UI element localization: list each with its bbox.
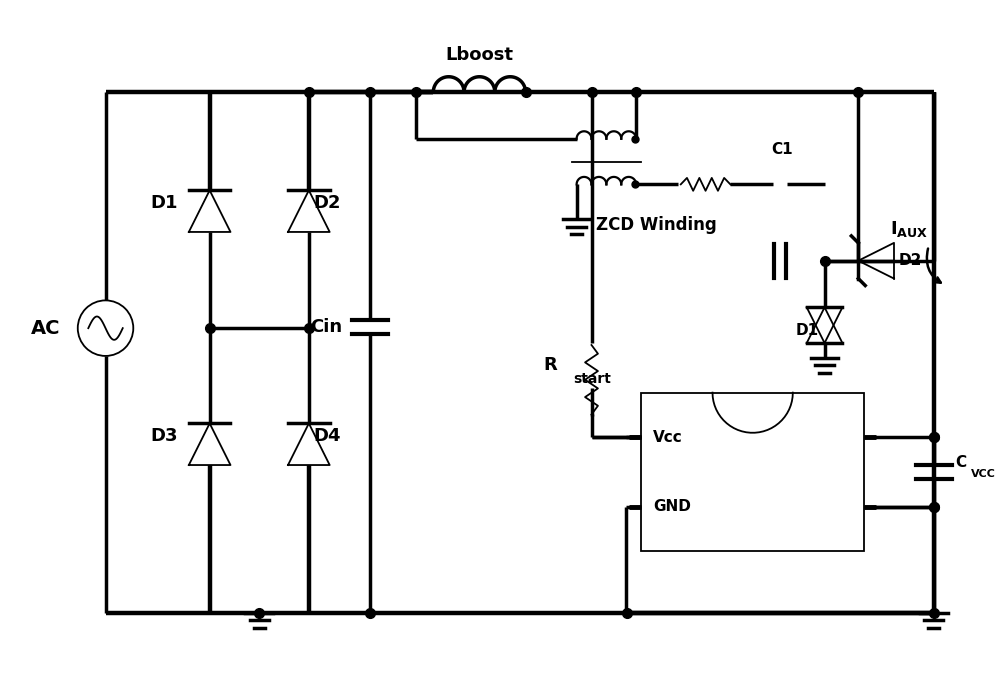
Text: I$_\mathbf{AUX}$: I$_\mathbf{AUX}$	[890, 219, 929, 239]
Text: D2: D2	[314, 194, 341, 212]
Text: AC: AC	[31, 319, 61, 338]
Text: D1: D1	[150, 194, 178, 212]
Text: D3: D3	[150, 427, 178, 445]
Text: D1: D1	[795, 322, 819, 338]
Text: R: R	[543, 356, 557, 374]
Text: D4: D4	[314, 427, 341, 445]
Text: ZCD Winding: ZCD Winding	[596, 216, 717, 234]
Text: C1: C1	[771, 142, 793, 156]
Text: C: C	[955, 455, 967, 470]
Text: Vcc: Vcc	[653, 430, 683, 445]
Text: Lboost: Lboost	[445, 47, 513, 65]
Text: VCC: VCC	[971, 469, 996, 479]
Text: Cin: Cin	[310, 318, 343, 336]
Text: GND: GND	[653, 500, 691, 514]
Bar	[641, 393, 864, 551]
Text: start: start	[574, 372, 612, 386]
Text: D2: D2	[899, 253, 922, 268]
